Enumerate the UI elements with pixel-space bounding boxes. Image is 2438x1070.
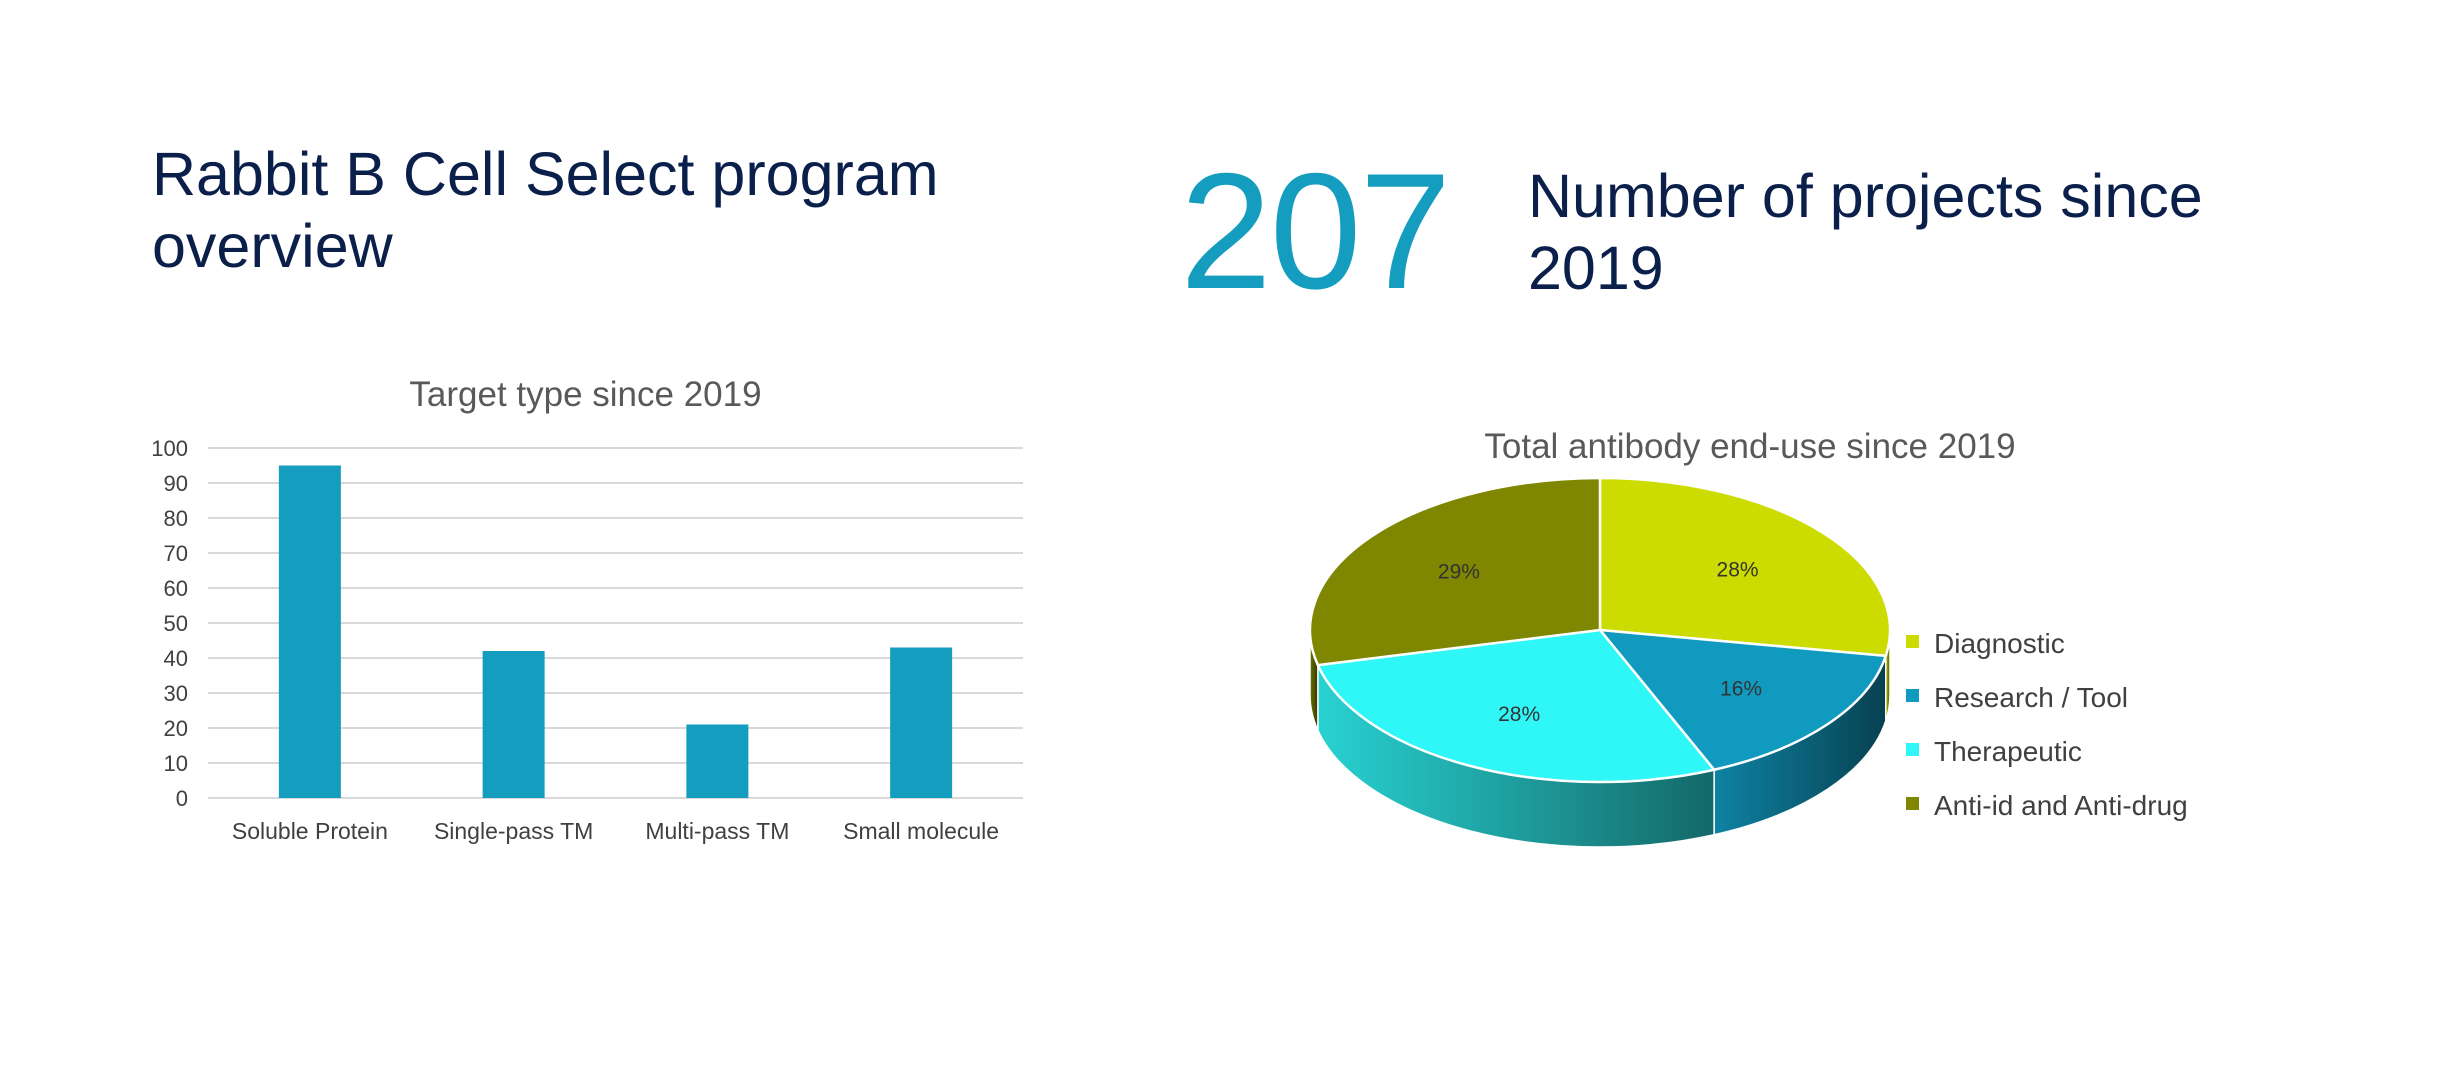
legend-swatch <box>1906 635 1919 648</box>
pie-slice-diagnostic <box>1598 476 1892 658</box>
project-count-caption: Number of projects since 2019 <box>1528 162 2203 302</box>
pie-data-label: 29% <box>1438 561 1480 584</box>
pie-side-walls <box>1309 629 1891 848</box>
pie-slice-research-tool <box>1597 628 1888 772</box>
pie-chart-title: Total antibody end-use since 2019 <box>1484 427 2015 466</box>
bar-multi-pass-tm <box>686 724 749 798</box>
target-type-bar-chart: Target type since 2019 0 10 20 30 40 50 60 70 80 9… <box>151 375 1023 844</box>
y-tick-label: 70 <box>164 541 188 566</box>
x-tick-label: Small molecule <box>843 818 999 844</box>
y-tick-label: 30 <box>164 681 188 706</box>
legend-label: Diagnostic <box>1934 628 2065 659</box>
pie-data-label: 16% <box>1720 677 1762 700</box>
slide-title: Rabbit B Cell Select program overview <box>152 140 939 280</box>
y-tick-label: 90 <box>164 471 188 496</box>
pie-side-research-tool <box>1713 655 1887 836</box>
pie-side-anti-id-and-anti-drug <box>1309 629 1319 731</box>
bar-chart-title: Target type since 2019 <box>409 375 761 414</box>
legend-label: Anti-id and Anti-drug <box>1934 790 2188 821</box>
x-tick-label: Multi-pass TM <box>645 818 789 844</box>
bar-small-molecule <box>890 647 953 798</box>
y-tick-label: 60 <box>164 576 188 601</box>
y-tick-label: 20 <box>164 716 188 741</box>
bar-single-pass-tm <box>482 651 545 798</box>
legend-label: Therapeutic <box>1934 736 2082 767</box>
legend-swatch <box>1906 743 1919 756</box>
y-tick-label: 0 <box>176 786 188 811</box>
x-tick-label: Soluble Protein <box>232 818 388 844</box>
pie-data-label: 28% <box>1717 558 1759 581</box>
y-tick-label: 50 <box>164 611 188 636</box>
project-count: 207 <box>1180 139 1451 323</box>
y-tick-label: 100 <box>151 436 188 461</box>
x-tick-label: Single-pass TM <box>434 818 593 844</box>
bar-soluble-protein <box>278 465 341 798</box>
legend-label: Research / Tool <box>1934 682 2128 713</box>
pie-slice-anti-id-and-anti-drug <box>1308 476 1602 667</box>
pie-side-diagnostic <box>1885 629 1891 722</box>
pie-side-therapeutic <box>1317 664 1715 848</box>
y-tick-label: 10 <box>164 751 188 776</box>
y-tick-label: 40 <box>164 646 188 671</box>
pie-slice-therapeutic <box>1316 628 1717 784</box>
pie-data-label: 28% <box>1498 703 1540 726</box>
legend-swatch <box>1906 689 1919 702</box>
legend-swatch <box>1906 797 1919 810</box>
y-tick-label: 80 <box>164 506 188 531</box>
